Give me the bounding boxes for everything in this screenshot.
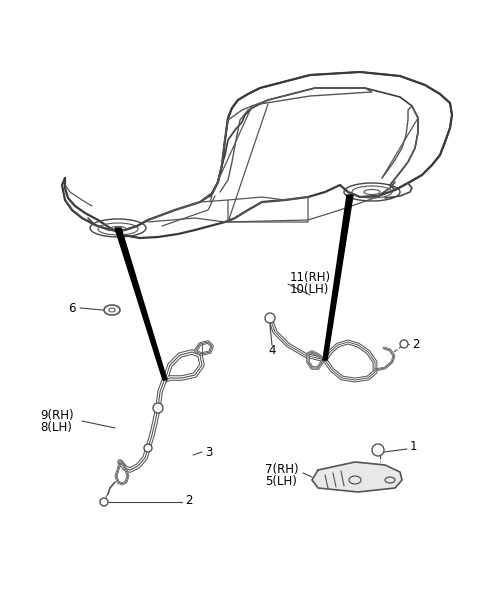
Circle shape (144, 444, 152, 452)
Text: 11(RH): 11(RH) (290, 271, 331, 285)
Polygon shape (323, 195, 353, 360)
Text: 6: 6 (68, 302, 75, 314)
Text: 2: 2 (185, 494, 192, 507)
Polygon shape (115, 228, 167, 380)
Circle shape (265, 313, 275, 323)
Text: 9(RH): 9(RH) (40, 409, 73, 422)
Text: 7(RH): 7(RH) (265, 463, 299, 476)
Circle shape (100, 498, 108, 506)
Text: 2: 2 (412, 337, 420, 350)
Text: 4: 4 (268, 343, 276, 356)
Text: 10(LH): 10(LH) (290, 283, 329, 296)
Text: 1: 1 (410, 441, 418, 453)
Text: 3: 3 (205, 446, 212, 459)
Circle shape (153, 403, 163, 413)
Text: 8(LH): 8(LH) (40, 421, 72, 434)
Text: 5(LH): 5(LH) (265, 476, 297, 488)
Circle shape (372, 444, 384, 456)
Polygon shape (312, 462, 402, 492)
Circle shape (400, 340, 408, 348)
